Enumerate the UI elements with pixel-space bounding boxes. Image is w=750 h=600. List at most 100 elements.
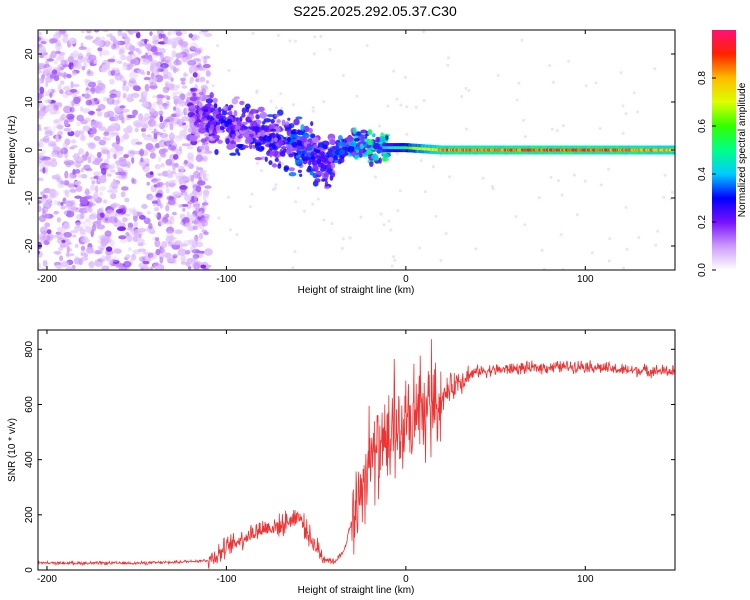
spectrogram-cell bbox=[160, 163, 165, 168]
spectrogram-cell bbox=[280, 146, 287, 150]
spectrogram-cell bbox=[307, 145, 313, 151]
spectrogram-cell bbox=[192, 262, 201, 269]
spectrogram-cell bbox=[148, 119, 157, 127]
spectrogram-cell bbox=[141, 103, 149, 107]
spectrogram-cell bbox=[47, 67, 53, 74]
spectrogram-cell bbox=[172, 95, 181, 101]
spectrogram-cell bbox=[83, 93, 90, 99]
spectrogram-cell bbox=[624, 112, 628, 116]
spectrogram-cell bbox=[56, 226, 63, 232]
y-tick-label: 200 bbox=[24, 506, 35, 523]
spectrogram-cell bbox=[78, 148, 85, 155]
spectrogram-cell bbox=[291, 103, 295, 107]
spectrogram-cell bbox=[200, 84, 208, 90]
spectrogram-cell bbox=[149, 114, 157, 120]
spectrogram-cell bbox=[105, 110, 115, 118]
spectrogram-cell bbox=[514, 215, 518, 218]
spectrogram-cell bbox=[103, 131, 110, 136]
spectrogram-cell bbox=[301, 136, 306, 143]
x-tick-label: -100 bbox=[216, 574, 236, 585]
spectrogram-cell bbox=[62, 91, 69, 99]
y-tick-label: -20 bbox=[24, 238, 35, 253]
spectrogram-cell bbox=[126, 30, 130, 33]
spectrogram-cell bbox=[264, 156, 268, 162]
spectrogram-cell bbox=[128, 51, 134, 56]
spectrogram-cell bbox=[226, 195, 230, 199]
spectrogram-cell bbox=[80, 246, 85, 250]
spectrogram-cell bbox=[40, 76, 45, 83]
spectrogram-cell bbox=[126, 114, 136, 119]
spectrogram-cell bbox=[159, 142, 165, 147]
spectrogram-cell bbox=[69, 188, 77, 193]
spectrogram-cell bbox=[112, 41, 122, 45]
spectrogram-cell bbox=[142, 164, 150, 173]
spectrogram-cell bbox=[55, 55, 65, 62]
spectrogram-cell bbox=[216, 44, 219, 48]
spectrogram-cell bbox=[294, 200, 298, 204]
spectrogram-cell bbox=[341, 237, 345, 241]
spectrogram-cell bbox=[330, 222, 334, 226]
spectrogram-cell bbox=[67, 130, 75, 137]
spectrogram-cell bbox=[670, 190, 674, 194]
spectrogram-cell bbox=[607, 259, 611, 263]
spectrogram-cell bbox=[234, 125, 241, 130]
spectrogram-cell bbox=[118, 235, 127, 240]
spectrogram-cell bbox=[69, 100, 75, 107]
spectrogram-cell bbox=[192, 170, 201, 179]
spectrogram-cell bbox=[185, 93, 189, 98]
spectrogram-cell bbox=[75, 62, 82, 69]
spectrogram-cell bbox=[109, 169, 116, 173]
spectrogram-cell bbox=[65, 210, 75, 218]
spectrogram-cell bbox=[104, 217, 109, 222]
spectrogram-cell bbox=[38, 152, 44, 159]
spectrogram-cell bbox=[156, 99, 161, 106]
spectrogram-cell bbox=[262, 121, 266, 125]
spectrogram-cell bbox=[136, 238, 145, 244]
spectrogram-cell bbox=[63, 86, 71, 91]
spectrogram-cell bbox=[162, 129, 167, 133]
spectrogram-cell bbox=[134, 121, 143, 128]
spectrogram-cell bbox=[575, 213, 579, 217]
spectrogram-cell bbox=[80, 106, 84, 112]
spectrogram-cell bbox=[376, 149, 381, 154]
spectrogram-cell bbox=[173, 59, 182, 66]
spectrogram-cell bbox=[51, 89, 55, 94]
spectrogram-ylabel: Frequency (Hz) bbox=[7, 116, 18, 185]
spectrogram-cell bbox=[229, 152, 237, 156]
spectrogram-cell bbox=[59, 243, 68, 248]
spectrogram-cell bbox=[40, 239, 46, 244]
spectrogram-cell bbox=[364, 133, 368, 139]
spectrogram-cell bbox=[159, 115, 164, 123]
spectrogram-cell bbox=[67, 184, 76, 189]
spectrogram-cell bbox=[52, 124, 57, 132]
spectrogram-cell bbox=[55, 30, 63, 35]
spectrogram-cell bbox=[103, 136, 107, 140]
spectrogram-cell bbox=[203, 108, 209, 113]
spectrogram-cell bbox=[44, 207, 48, 213]
spectrogram-cell bbox=[418, 246, 422, 250]
spectrogram-cell bbox=[56, 217, 62, 223]
spectrogram-cell bbox=[168, 121, 173, 126]
spectrogram-cell bbox=[199, 121, 204, 129]
spectrogram-cell bbox=[270, 118, 275, 124]
spectrogram-cell bbox=[288, 172, 297, 177]
colorbar-tick-label: 0.6 bbox=[697, 119, 708, 133]
spectrogram-cell bbox=[189, 42, 199, 51]
spectrogram-cell bbox=[194, 234, 199, 242]
spectrogram-cell bbox=[174, 135, 183, 142]
spectrogram-cell bbox=[291, 141, 298, 148]
spectrogram-cell bbox=[217, 139, 223, 144]
spectrogram-cell bbox=[132, 249, 141, 255]
spectrogram-cell bbox=[271, 163, 278, 168]
spectrogram-cell bbox=[109, 239, 115, 247]
spectrogram-cell bbox=[63, 189, 70, 195]
spectrogram-cell bbox=[551, 80, 555, 84]
spectrogram-cell bbox=[86, 47, 91, 55]
spectrogram-cell bbox=[157, 61, 161, 69]
spectrogram-cell bbox=[276, 33, 280, 37]
spectrogram-cell bbox=[114, 150, 120, 154]
spectrogram-cell bbox=[68, 127, 72, 133]
spectrogram-cell bbox=[143, 112, 150, 121]
spectrogram-cell bbox=[164, 219, 172, 225]
